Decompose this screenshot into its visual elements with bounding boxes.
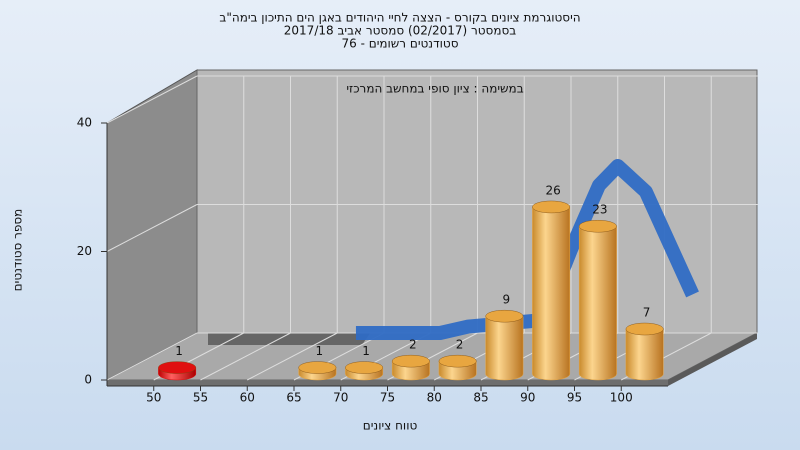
x-tick-label: 50 <box>146 391 161 405</box>
floor-edge <box>668 333 757 386</box>
data-label: 9 <box>503 293 511 307</box>
x-tick-label: 55 <box>193 391 208 405</box>
chart-subtitle: סטודנטים רשומים - 76 <box>341 37 458 51</box>
bar <box>532 200 571 381</box>
fit-curve <box>355 158 699 340</box>
bar <box>298 361 337 381</box>
annotation: במשימה : ציון סופי במחשב המרכזי <box>346 82 523 96</box>
x-tick-label: 75 <box>380 391 395 405</box>
bar-body <box>625 328 664 381</box>
bar-top <box>438 354 477 368</box>
x-tick-label: 60 <box>240 391 255 405</box>
x-tick-label: 100 <box>610 391 633 405</box>
y-tick-label: 0 <box>84 373 92 387</box>
fit-curve-line <box>355 158 699 340</box>
bar-top <box>485 309 524 323</box>
floor-edge <box>107 380 668 386</box>
bar-body <box>485 315 524 381</box>
grid-line <box>106 75 198 124</box>
bar-top <box>578 220 617 233</box>
bar-top <box>391 354 430 368</box>
y-tick-label: 40 <box>77 116 92 130</box>
bar <box>485 309 524 381</box>
bar-top <box>625 322 664 336</box>
bar <box>345 361 384 381</box>
bar-top <box>532 200 571 214</box>
x-tick-label: 85 <box>473 391 488 405</box>
grid-line <box>247 332 338 381</box>
bar-top <box>345 361 384 374</box>
x-tick-label: 70 <box>333 391 348 405</box>
data-label: 1 <box>175 344 183 358</box>
bar <box>438 354 477 381</box>
y-tick-label: 20 <box>77 244 92 258</box>
data-label: 1 <box>362 344 370 358</box>
chart-title: היסטוגרמת ציונים בקורס - הצצה לחיי היהוד… <box>219 11 580 25</box>
bar <box>391 354 430 381</box>
bar <box>158 361 197 381</box>
grid-line <box>106 204 198 252</box>
bar <box>625 322 664 381</box>
x-tick-label: 90 <box>520 391 535 405</box>
data-label: 2 <box>456 338 464 352</box>
y-axis-label: מספר סטודנטים <box>11 209 25 292</box>
chart-subtitle: בסמסטר (02/2017) סמסטר אביב 2017/18 <box>284 24 516 38</box>
bar-top <box>158 361 197 374</box>
grid-line <box>200 332 291 381</box>
x-tick-label: 65 <box>286 391 301 405</box>
grid-line <box>106 332 198 381</box>
bar <box>578 220 617 381</box>
data-label: 2 <box>409 338 417 352</box>
data-label: 26 <box>545 183 560 197</box>
back-slab <box>208 333 370 345</box>
x-axis-label: טווח ציונים <box>363 419 418 433</box>
x-tick-label: 95 <box>567 391 582 405</box>
bar-body <box>578 225 617 381</box>
data-label: 1 <box>316 344 324 358</box>
data-label: 23 <box>592 203 607 217</box>
bar-top <box>298 361 337 374</box>
data-label: 7 <box>643 306 651 320</box>
x-tick-label: 80 <box>427 391 442 405</box>
bar-body <box>532 206 571 381</box>
